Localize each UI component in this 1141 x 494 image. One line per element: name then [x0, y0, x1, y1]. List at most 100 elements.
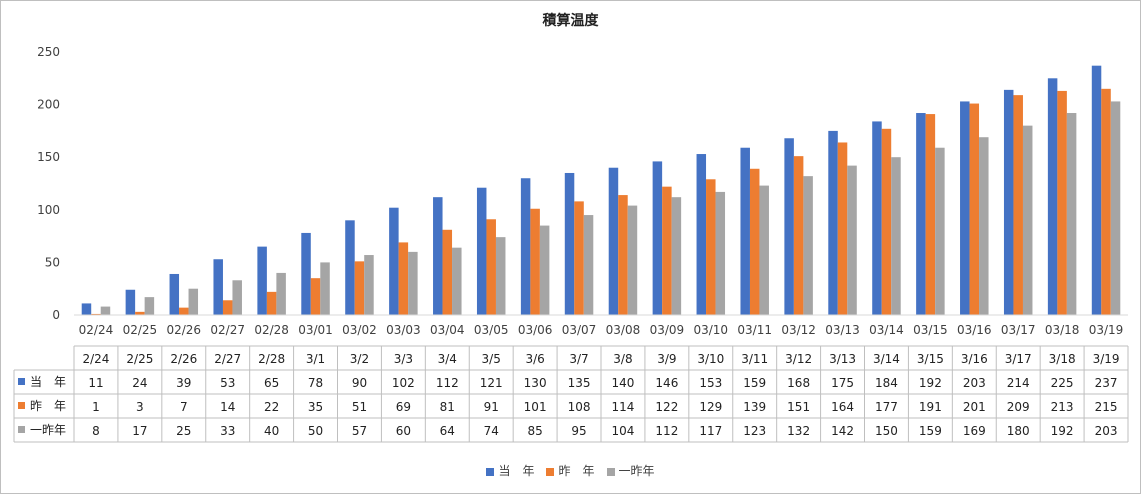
x-tick-label: 02/25	[123, 323, 158, 337]
bar-1-03/07	[564, 172, 575, 315]
bar-2-03/06	[530, 208, 540, 315]
table-value-cell: 169	[963, 424, 986, 438]
table-value-cell: 112	[436, 376, 459, 390]
table-value-cell: 8	[92, 424, 100, 438]
y-tick-label: 150	[37, 150, 60, 164]
table-header-cell: 3/10	[697, 352, 724, 366]
y-tick-label: 250	[37, 45, 60, 59]
x-tick-label: 03/04	[430, 323, 465, 337]
bar-2-03/18	[1057, 90, 1067, 315]
table-value-cell: 151	[787, 400, 810, 414]
table-value-cell: 168	[787, 376, 810, 390]
table-header-cell: 3/1	[306, 352, 325, 366]
table-value-cell: 180	[1007, 424, 1030, 438]
bar-2-03/02	[354, 261, 365, 315]
bar-1-02/28	[257, 246, 267, 315]
table-header-cell: 3/11	[741, 352, 768, 366]
table-legend-swatch	[18, 378, 25, 385]
table-header-cell: 3/17	[1005, 352, 1032, 366]
bar-2-02/24	[91, 313, 101, 315]
bar-2-03/03	[398, 242, 409, 315]
bar-3-03/02	[364, 255, 374, 315]
x-tick-label: 03/13	[825, 323, 860, 337]
bar-3-02/24	[100, 306, 111, 315]
bar-1-03/14	[872, 121, 882, 316]
table-value-cell: 201	[963, 400, 986, 414]
table-value-cell: 192	[919, 376, 942, 390]
bar-2-03/09	[662, 186, 672, 315]
bar-2-03/17	[1013, 95, 1023, 315]
bar-3-03/18	[1066, 113, 1077, 316]
bar-2-03/08	[618, 195, 628, 315]
x-tick-label: 03/11	[737, 323, 772, 337]
bar-1-03/15	[916, 113, 926, 316]
table-value-cell: 117	[699, 424, 722, 438]
table-value-cell: 104	[612, 424, 635, 438]
table-value-cell: 50	[308, 424, 323, 438]
bar-1-03/05	[476, 187, 487, 315]
bar-2-03/15	[925, 114, 936, 315]
bar-3-03/10	[715, 191, 726, 315]
table-header-cell: 2/26	[170, 352, 197, 366]
bar-1-03/19	[1091, 65, 1102, 316]
bar-2-03/11	[749, 168, 760, 315]
x-tick-label: 03/07	[562, 323, 597, 337]
bar-1-02/27	[213, 259, 223, 315]
x-tick-label: 03/06	[518, 323, 553, 337]
table-value-cell: 121	[480, 376, 503, 390]
x-tick-label: 02/27	[210, 323, 245, 337]
bar-3-03/15	[935, 147, 945, 315]
table-value-cell: 215	[1095, 400, 1118, 414]
chart-legend: 当 年 昨 年 一昨年	[0, 462, 1141, 479]
x-tick-label: 03/03	[386, 323, 421, 337]
x-tick-label: 03/15	[913, 323, 948, 337]
legend-label: 当 年	[498, 464, 535, 478]
table-value-cell: 203	[1095, 424, 1118, 438]
legend-item-2: 昨 年	[546, 462, 595, 479]
table-header-cell: 3/15	[917, 352, 944, 366]
table-header-cell: 3/4	[438, 352, 457, 366]
bar-3-03/14	[891, 157, 901, 315]
table-value-cell: 237	[1095, 376, 1118, 390]
table-value-cell: 81	[440, 400, 455, 414]
table-header-cell: 3/2	[350, 352, 369, 366]
table-value-cell: 132	[787, 424, 810, 438]
table-value-cell: 85	[527, 424, 542, 438]
bar-1-03/13	[828, 130, 838, 315]
bar-3-03/03	[408, 251, 418, 315]
table-value-cell: 25	[176, 424, 191, 438]
bar-3-03/17	[1022, 125, 1033, 315]
x-tick-label: 03/12	[781, 323, 816, 337]
y-tick-label: 100	[37, 203, 60, 217]
bar-3-02/26	[188, 288, 199, 315]
table-value-cell: 209	[1007, 400, 1030, 414]
x-tick-label: 03/01	[298, 323, 333, 337]
bar-2-03/04	[442, 229, 453, 315]
table-header-cell: 3/13	[829, 352, 856, 366]
table-value-cell: 139	[743, 400, 766, 414]
table-value-cell: 225	[1051, 376, 1074, 390]
bar-3-03/01	[320, 262, 330, 315]
table-value-cell: 164	[831, 400, 854, 414]
bar-1-03/10	[696, 154, 707, 315]
bar-2-02/25	[135, 311, 145, 315]
bar-3-03/19	[1110, 101, 1121, 315]
table-value-cell: 90	[352, 376, 367, 390]
table-value-cell: 153	[699, 376, 722, 390]
table-value-cell: 114	[612, 400, 635, 414]
bar-1-03/11	[740, 147, 750, 315]
bar-3-02/27	[232, 280, 242, 315]
legend-swatch	[606, 467, 615, 476]
table-series-label: 昨 年	[30, 399, 66, 413]
table-value-cell: 53	[220, 376, 235, 390]
table-header-cell: 3/6	[525, 352, 544, 366]
table-value-cell: 69	[396, 400, 411, 414]
table-value-cell: 142	[831, 424, 854, 438]
table-header-cell: 3/14	[873, 352, 900, 366]
x-tick-label: 02/28	[254, 323, 289, 337]
bar-1-02/24	[81, 303, 92, 315]
x-tick-label: 03/17	[1001, 323, 1036, 337]
table-value-cell: 33	[220, 424, 235, 438]
table-value-cell: 177	[875, 400, 898, 414]
table-value-cell: 214	[1007, 376, 1030, 390]
